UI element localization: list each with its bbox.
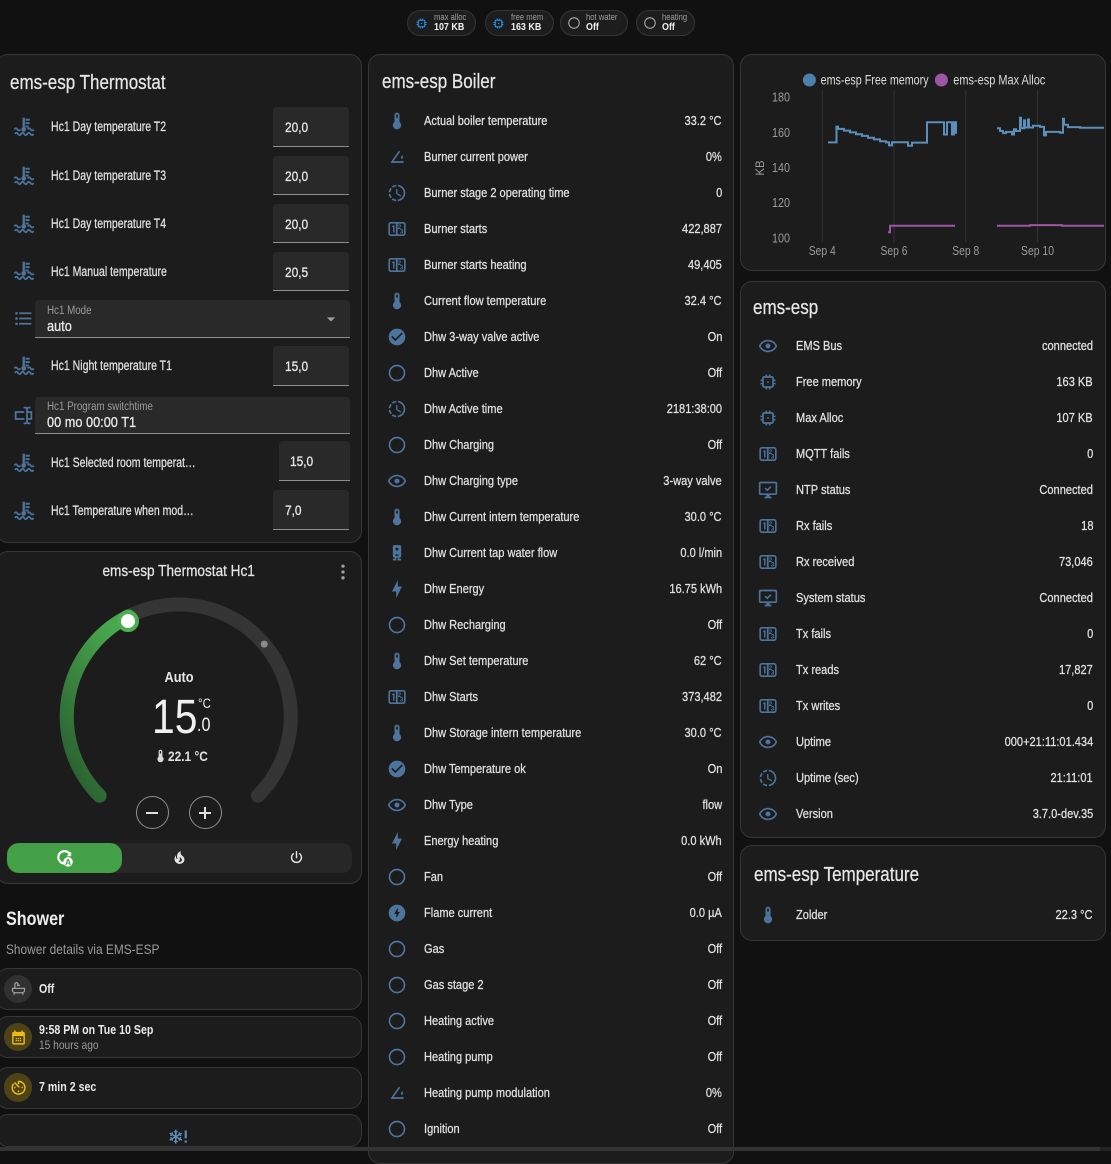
svg-text:2: 2	[398, 260, 402, 267]
svg-text:120: 120	[772, 196, 790, 210]
svg-text:100: 100	[772, 232, 790, 246]
svg-text:3: 3	[771, 561, 775, 568]
svg-text:3: 3	[400, 228, 404, 235]
svg-text:2: 2	[769, 521, 773, 528]
svg-text:3: 3	[771, 705, 775, 712]
svg-text:Sep 6: Sep 6	[881, 244, 908, 258]
svg-text:A: A	[65, 857, 71, 867]
svg-text:Sep 10: Sep 10	[1021, 244, 1054, 258]
svg-text:Sep 8: Sep 8	[952, 244, 979, 258]
svg-text:ems-esp Max Alloc: ems-esp Max Alloc	[953, 73, 1045, 88]
svg-text:2: 2	[398, 692, 402, 699]
svg-text:2: 2	[769, 557, 773, 564]
svg-text:3: 3	[400, 264, 404, 271]
svg-text:160: 160	[772, 126, 790, 140]
svg-text:3: 3	[771, 525, 775, 532]
svg-text:ems-esp Free memory: ems-esp Free memory	[821, 73, 929, 88]
svg-text:2: 2	[769, 449, 773, 456]
svg-text:3: 3	[771, 453, 775, 460]
svg-text:2: 2	[398, 224, 402, 231]
svg-text:2: 2	[769, 701, 773, 708]
svg-text:2: 2	[769, 665, 773, 672]
svg-text:3: 3	[400, 696, 404, 703]
svg-text:3: 3	[771, 669, 775, 676]
svg-text:2: 2	[769, 629, 773, 636]
svg-text:Sep 4: Sep 4	[809, 244, 836, 258]
svg-text:180: 180	[772, 91, 790, 105]
svg-text:140: 140	[772, 161, 790, 175]
svg-text:3: 3	[771, 633, 775, 640]
svg-text:KB: KB	[755, 160, 767, 176]
